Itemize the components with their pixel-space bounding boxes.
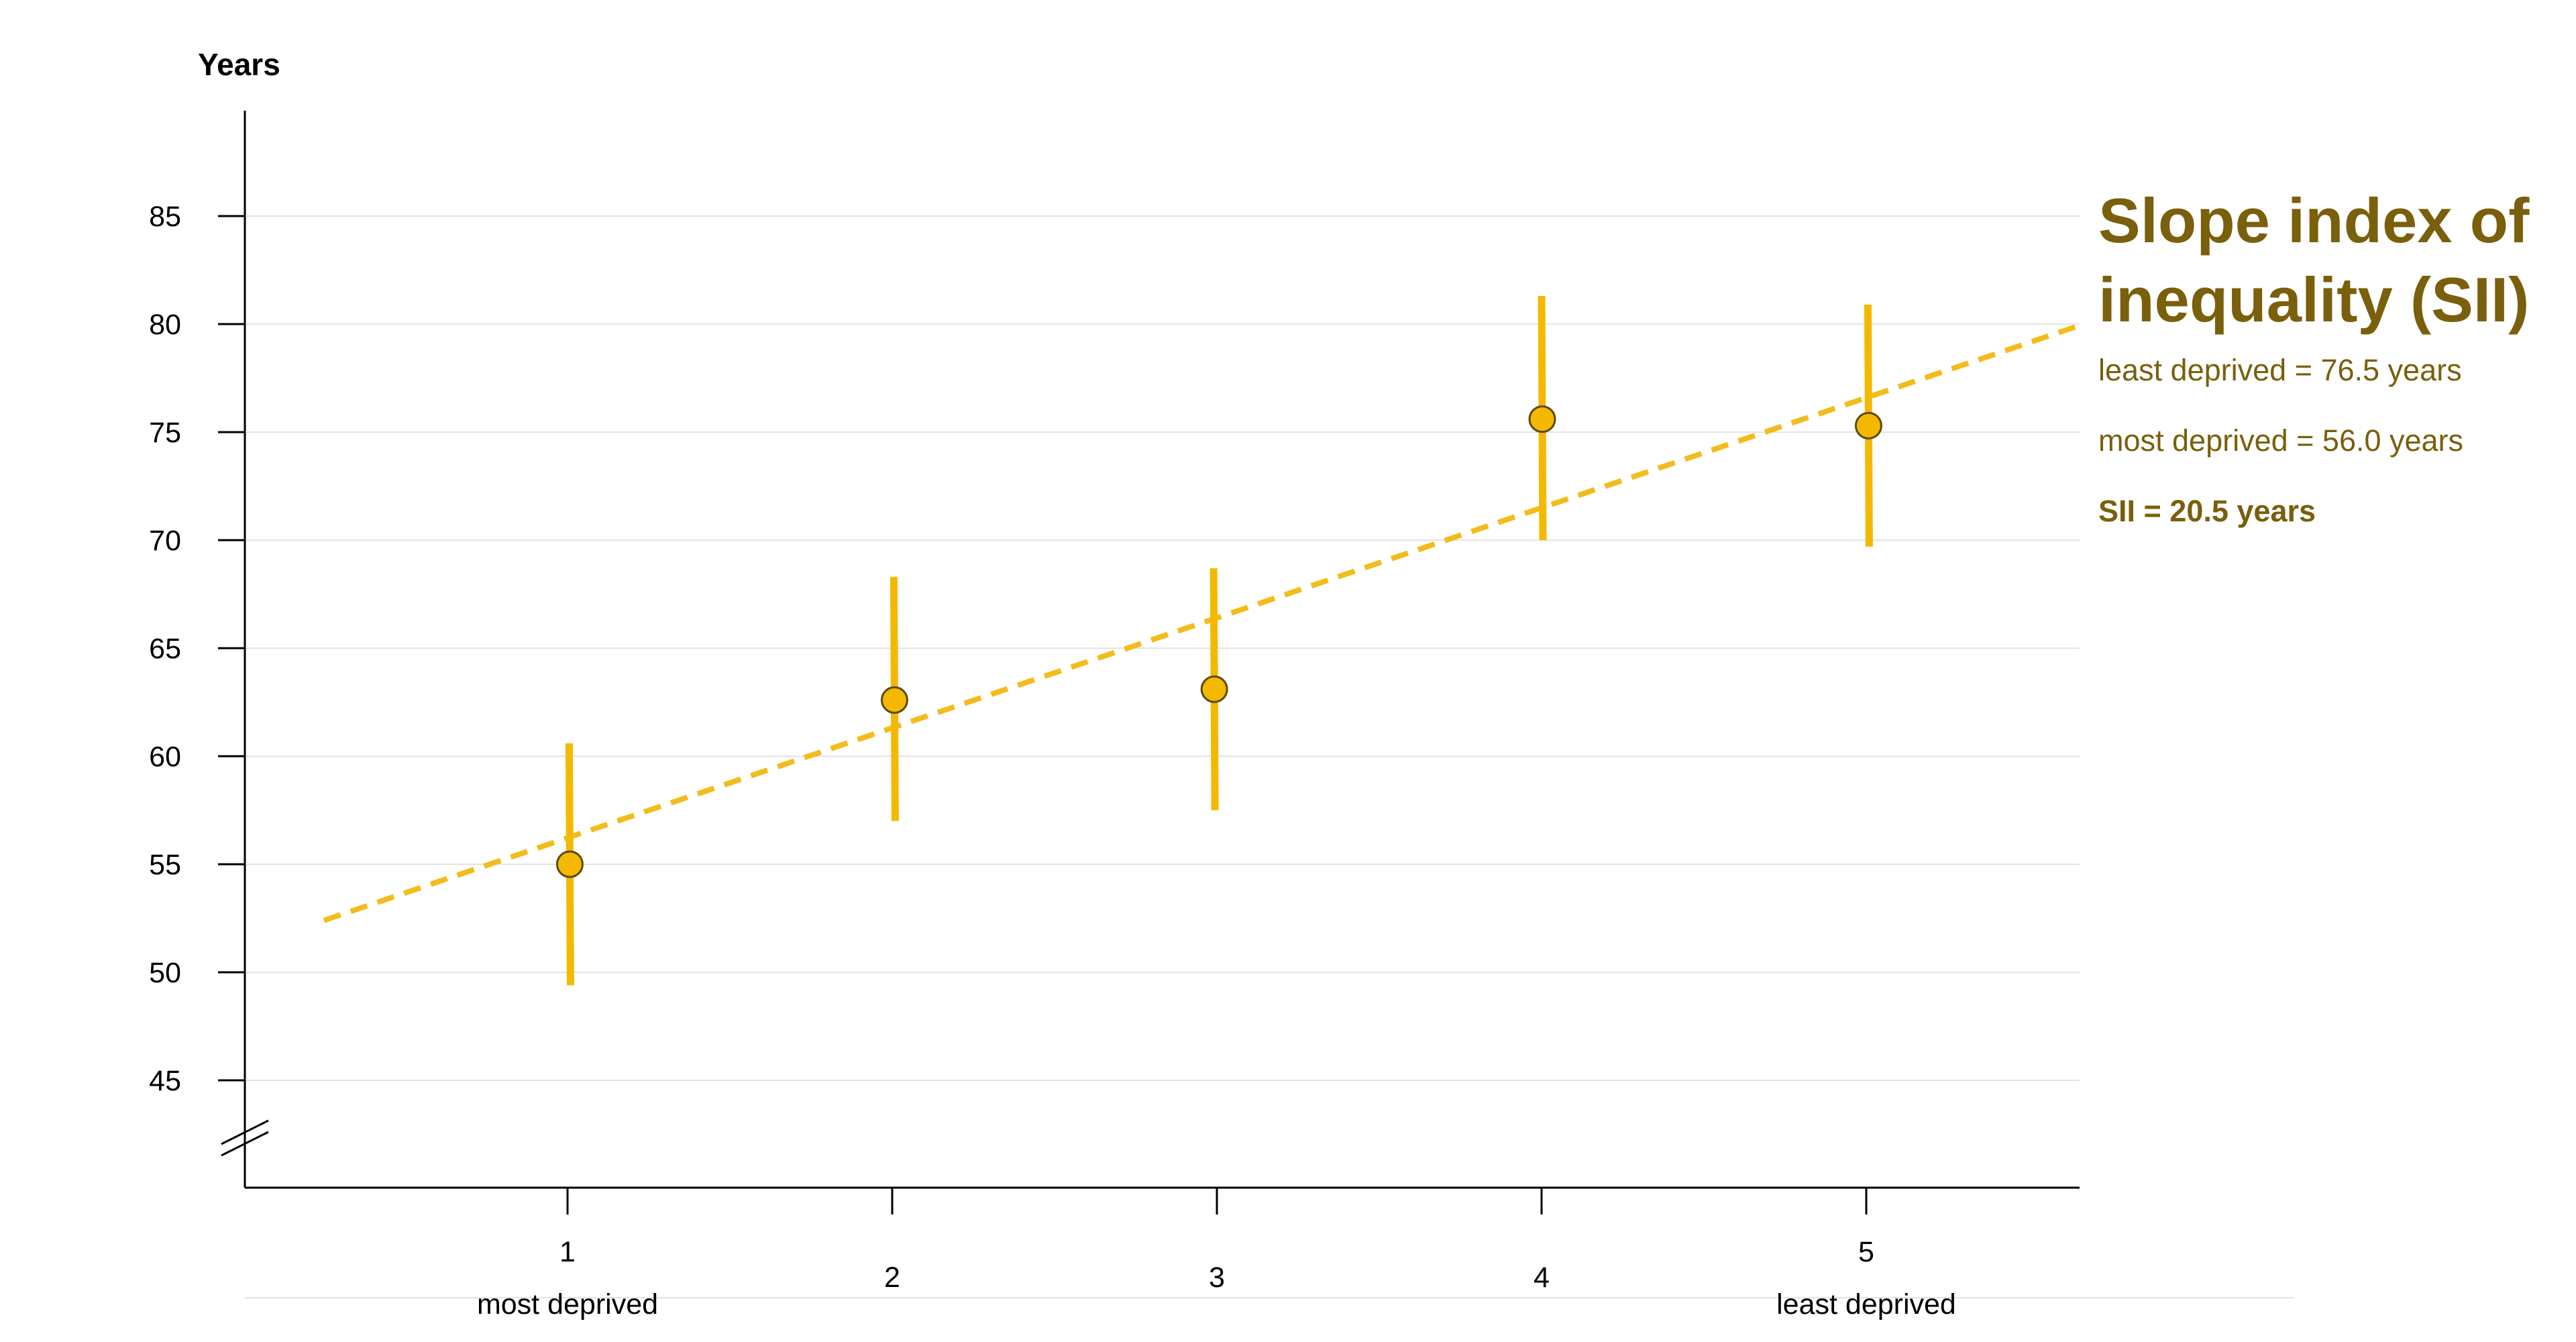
data-point-4 <box>1528 405 1556 433</box>
y-tick-label-75: 75 <box>149 417 181 449</box>
x-tick-label-4: 4 <box>1534 1261 1550 1294</box>
sii-trendline <box>323 323 2078 923</box>
data-point-1 <box>555 850 584 878</box>
confidence-intervals <box>565 296 1873 986</box>
data-point-5 <box>1854 411 1882 440</box>
x-tick-label-3: 3 <box>1209 1261 1225 1294</box>
y-axis: 45 50 55 60 65 70 75 80 85 <box>149 111 269 1188</box>
axis-break-mark-2 <box>221 1131 269 1157</box>
sii-value: SII = 20.5 years <box>2098 494 2316 528</box>
data-points <box>555 405 1882 878</box>
x-axis: 1 most deprived 2 3 4 5 least deprived <box>245 1186 2080 1321</box>
y-tick-label-60: 60 <box>149 741 181 773</box>
data-point-3 <box>1200 675 1228 703</box>
data-point-2 <box>880 686 908 714</box>
most-deprived-value: most deprived = 56.0 years <box>2098 423 2464 458</box>
x-sublabel-5: least deprived <box>1776 1288 1956 1321</box>
y-tick-label-80: 80 <box>149 309 181 341</box>
y-tick-label-65: 65 <box>149 633 181 665</box>
y-tick-label-70: 70 <box>149 525 181 557</box>
y-axis-label: Years <box>198 47 280 82</box>
x-tick-label-2: 2 <box>884 1261 900 1294</box>
axis-break-mark-1 <box>221 1119 269 1145</box>
y-tick-label-50: 50 <box>149 957 181 989</box>
least-deprived-value: least deprived = 76.5 years <box>2098 353 2462 387</box>
x-tick-label-5: 5 <box>1858 1236 1874 1268</box>
sii-panel: Slope index of inequality (SII) least de… <box>2098 181 2568 529</box>
trendline-group <box>323 323 2078 923</box>
gridlines <box>245 215 2294 1298</box>
y-tick-label-85: 85 <box>149 201 181 233</box>
y-tick-label-55: 55 <box>149 849 181 881</box>
x-sublabel-1: most deprived <box>477 1288 658 1321</box>
x-tick-label-1: 1 <box>559 1236 576 1268</box>
sii-panel-title: Slope index of inequality (SII) <box>2098 185 2530 335</box>
y-tick-label-45: 45 <box>149 1065 181 1097</box>
